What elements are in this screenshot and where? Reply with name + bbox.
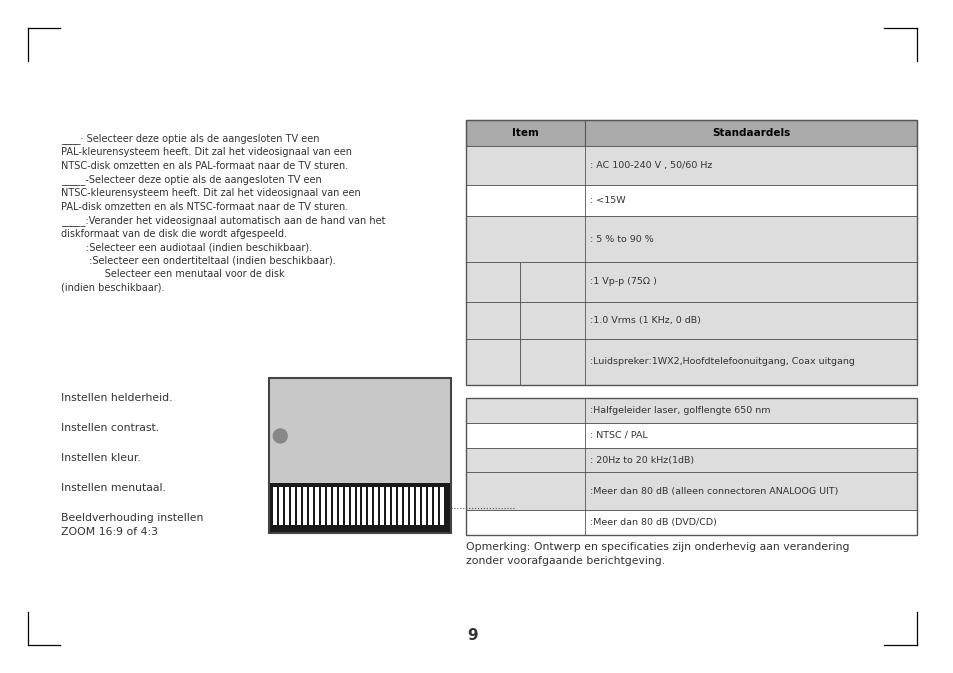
Bar xyxy=(374,487,378,525)
Bar xyxy=(303,487,307,525)
Bar xyxy=(392,487,395,525)
Bar xyxy=(279,487,283,525)
Bar xyxy=(465,302,916,339)
Bar xyxy=(421,487,425,525)
Bar xyxy=(465,120,916,146)
Bar xyxy=(351,487,355,525)
Bar xyxy=(465,216,916,262)
Bar xyxy=(333,487,336,525)
Text: : NTSC / PAL: : NTSC / PAL xyxy=(590,431,647,439)
Circle shape xyxy=(274,429,287,443)
Bar xyxy=(386,487,390,525)
Text: :Halfgeleider laser, golflengte 650 nm: :Halfgeleider laser, golflengte 650 nm xyxy=(590,406,770,415)
Bar xyxy=(296,487,301,525)
Bar xyxy=(269,378,450,533)
Text: :Luidspreker:1WX2,Hoofdtelefoonuitgang, Coax uitgang: :Luidspreker:1WX2,Hoofdtelefoonuitgang, … xyxy=(590,357,854,366)
Bar xyxy=(465,398,916,535)
Bar xyxy=(314,487,318,525)
Text: : 20Hz to 20 kHz(1dB): : 20Hz to 20 kHz(1dB) xyxy=(590,456,694,464)
Text: : <15W: : <15W xyxy=(590,196,625,205)
Bar xyxy=(465,120,916,385)
Text: Standaardels: Standaardels xyxy=(711,128,789,138)
Text: 9: 9 xyxy=(467,627,477,643)
Bar xyxy=(362,487,366,525)
Bar xyxy=(291,487,294,525)
Bar xyxy=(269,483,450,533)
Text: Instellen helderheid.: Instellen helderheid. xyxy=(61,393,172,403)
Bar xyxy=(274,487,277,525)
Bar xyxy=(439,487,443,525)
Bar xyxy=(465,472,916,510)
Bar xyxy=(465,423,916,448)
Bar xyxy=(380,487,384,525)
Bar xyxy=(269,378,450,483)
Text: Instellen menutaal.: Instellen menutaal. xyxy=(61,483,166,493)
Bar xyxy=(356,487,360,525)
Bar xyxy=(416,487,419,525)
Bar xyxy=(368,487,372,525)
Text: Item: Item xyxy=(512,128,538,138)
Bar xyxy=(309,487,313,525)
Bar xyxy=(344,487,348,525)
Bar xyxy=(465,146,916,185)
Text: ____· Selecteer deze optie als de aangesloten TV een
PAL-kleurensysteem heeft. D: ____· Selecteer deze optie als de aanges… xyxy=(61,133,386,293)
Bar xyxy=(465,262,916,302)
Bar xyxy=(434,487,437,525)
Bar xyxy=(338,487,342,525)
Bar xyxy=(465,510,916,535)
Bar xyxy=(465,339,916,385)
Bar xyxy=(465,185,916,216)
Text: Instellen kleur.: Instellen kleur. xyxy=(61,453,141,463)
Bar xyxy=(285,487,289,525)
Text: :Meer dan 80 dB (DVD/CD): :Meer dan 80 dB (DVD/CD) xyxy=(590,518,717,527)
Text: Beeldverhouding instellen
ZOOM 16:9 of 4:3: Beeldverhouding instellen ZOOM 16:9 of 4… xyxy=(61,513,204,537)
Text: :Meer dan 80 dB (alleen connectoren ANALOOG UIT): :Meer dan 80 dB (alleen connectoren ANAL… xyxy=(590,487,838,496)
Bar xyxy=(327,487,331,525)
Text: Opmerking: Ontwerp en specificaties zijn onderhevig aan verandering
zonder voora: Opmerking: Ontwerp en specificaties zijn… xyxy=(466,542,849,566)
Text: : AC 100-240 V , 50/60 Hz: : AC 100-240 V , 50/60 Hz xyxy=(590,161,712,170)
Text: : 5 % to 90 %: : 5 % to 90 % xyxy=(590,235,654,244)
Bar xyxy=(410,487,414,525)
Bar xyxy=(320,487,325,525)
Bar xyxy=(427,487,432,525)
Bar xyxy=(465,398,916,423)
Bar xyxy=(404,487,408,525)
Text: :1 Vp-p (75Ω ): :1 Vp-p (75Ω ) xyxy=(590,277,657,287)
Text: :1.0 Vrms (1 KHz, 0 dB): :1.0 Vrms (1 KHz, 0 dB) xyxy=(590,316,700,324)
Bar xyxy=(465,448,916,472)
Bar xyxy=(397,487,401,525)
Text: Instellen contrast.: Instellen contrast. xyxy=(61,423,159,433)
